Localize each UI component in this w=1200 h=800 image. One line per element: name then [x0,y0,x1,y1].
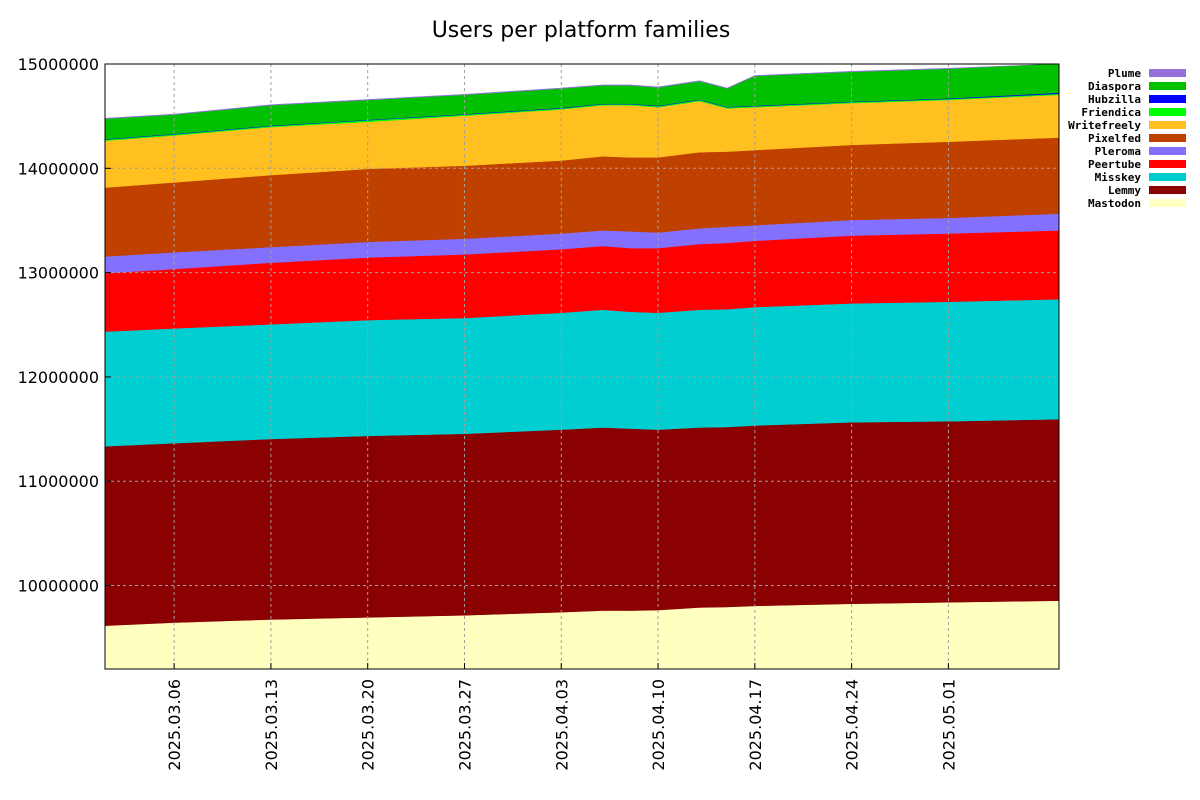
y-tick-label: 11000000 [18,472,99,491]
y-tick-label: 10000000 [18,577,99,596]
legend-swatch-pixelfed [1149,134,1186,142]
plot-frame [104,63,1060,670]
x-tick-label: 2025.04.24 [843,679,862,771]
legend-label-plume: Plume [1108,67,1141,80]
legend-label-pixelfed: Pixelfed [1088,132,1141,145]
legend-label-mastodon: Mastodon [1088,197,1141,210]
x-tick-label: 2025.05.01 [939,679,958,771]
legend-swatch-diaspora [1149,82,1186,90]
y-axis: 10000000 11000000 12000000 13000000 14000000… [18,55,111,596]
x-tick-label: 2025.03.27 [456,679,475,771]
legend-swatch-plume [1149,69,1186,77]
legend-label-misskey: Misskey [1095,171,1142,184]
x-tick-label: 2025.03.13 [262,679,281,771]
legend-label-writefreely: Writefreely [1068,119,1141,132]
legend-label-diaspora: Diaspora [1088,80,1141,93]
legend-label-lemmy: Lemmy [1108,184,1141,197]
x-tick-label: 2025.04.10 [649,679,668,771]
y-tick-label: 15000000 [18,55,99,74]
chart-title: Users per platform families [432,18,731,43]
legend-swatch-pleroma [1149,147,1186,155]
x-tick-label: 2025.03.20 [359,679,378,771]
x-tick-label: 2025.04.17 [746,679,765,771]
legend-swatch-lemmy [1149,186,1186,194]
x-tick-label: 2025.03.06 [165,679,184,771]
area-lemmy [104,419,1060,627]
legend-swatch-writefreely [1149,121,1186,129]
legend-swatch-hubzilla [1149,95,1186,103]
x-tick-label: 2025.04.03 [552,679,571,771]
y-tick-label: 12000000 [18,368,99,387]
legend: PlumeDiasporaHubzillaFriendicaWritefreel… [1068,67,1186,210]
legend-swatch-mastodon [1149,199,1186,207]
legend-swatch-misskey [1149,173,1186,181]
legend-label-friendica: Friendica [1081,106,1141,119]
legend-swatch-friendica [1149,108,1186,116]
legend-label-peertube: Peertube [1088,158,1141,171]
legend-label-pleroma: Pleroma [1095,145,1141,158]
y-tick-label: 13000000 [18,264,99,283]
series-areas [104,63,1060,670]
y-tick-label: 14000000 [18,159,99,178]
legend-swatch-peertube [1149,160,1186,168]
x-axis: 2025.03.06 2025.03.13 2025.03.20 2025.03.27… [165,663,958,771]
legend-label-hubzilla: Hubzilla [1088,93,1141,106]
